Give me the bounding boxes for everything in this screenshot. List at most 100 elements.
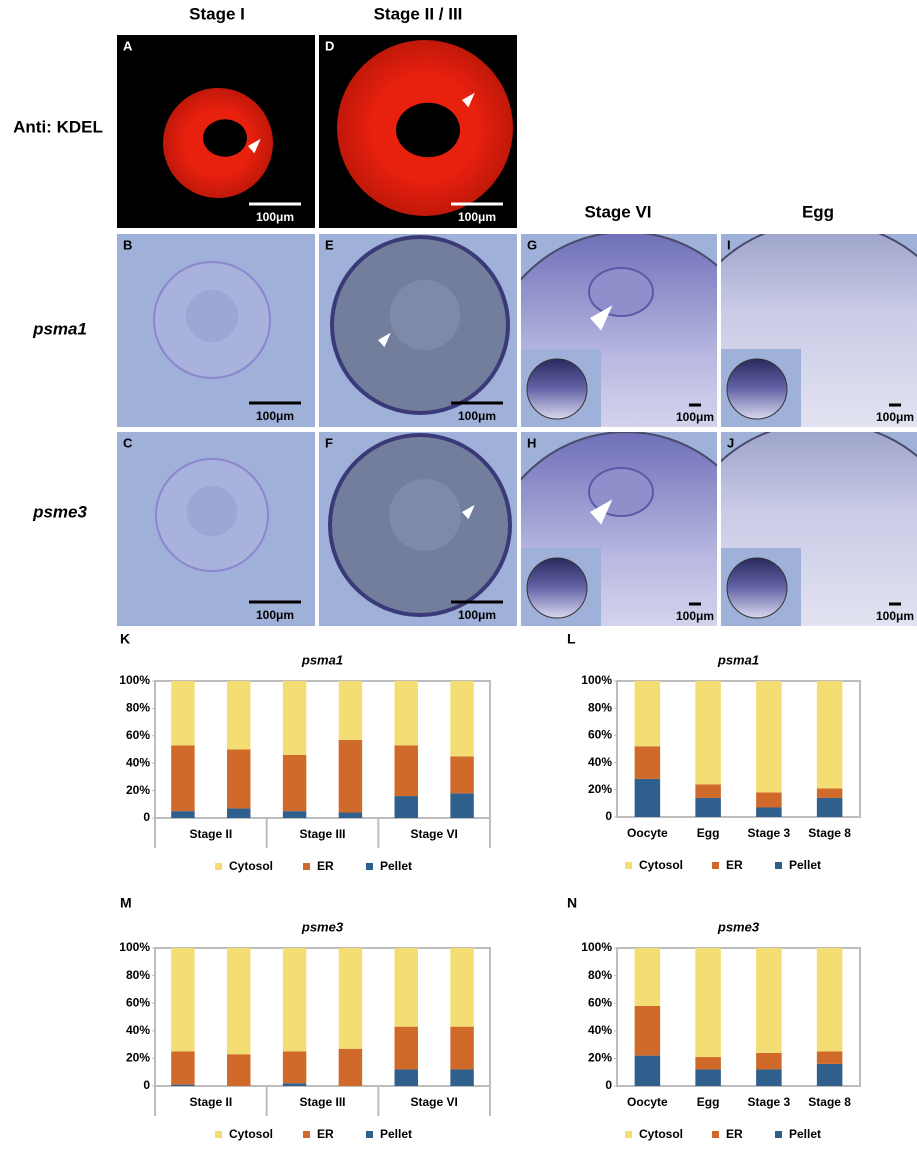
column-header: Stage II / III: [374, 4, 463, 23]
bar-segment: [756, 1052, 782, 1070]
plot-frame: [154, 947, 491, 1087]
bar-segment: [634, 746, 661, 779]
legend-swatch: [303, 863, 310, 870]
image-panel: [319, 432, 517, 626]
scale-label: 100μm: [256, 409, 294, 423]
scale-label: 100μm: [676, 410, 714, 424]
column-header: Egg: [802, 202, 834, 221]
bar-segment: [450, 756, 474, 794]
bar-segment: [171, 948, 195, 1052]
bar-segment: [171, 1084, 195, 1086]
bar-segment: [634, 1055, 661, 1086]
row-label: psma1: [32, 319, 87, 338]
bar-segment: [450, 1026, 474, 1070]
legend-label: Cytosol: [229, 859, 273, 873]
x-tick-label: Stage 8: [808, 826, 851, 840]
bar-segment: [816, 1051, 843, 1064]
chart-title: psme3: [717, 919, 760, 934]
panel-letter: D: [325, 38, 334, 53]
bar-segment: [816, 948, 843, 1052]
bar-segment: [756, 681, 782, 793]
y-tick-label: 20%: [126, 1051, 150, 1065]
legend-swatch: [215, 1131, 222, 1138]
y-tick-label: 0: [143, 1078, 150, 1092]
bar-segment: [338, 1048, 363, 1086]
bar-segment: [338, 739, 363, 813]
bar-segment: [282, 948, 307, 1052]
inset-embryo: [526, 557, 588, 619]
nucleus: [588, 267, 654, 317]
inset-embryo: [726, 358, 788, 420]
image-panel: [117, 234, 315, 427]
panel-letter: A: [123, 38, 133, 53]
legend-label: Cytosol: [639, 858, 683, 872]
legend-label: ER: [726, 858, 743, 872]
y-tick-label: 80%: [588, 968, 612, 982]
bar-segment: [338, 948, 363, 1049]
image-panel: [319, 35, 517, 228]
bar-segment: [171, 811, 195, 818]
bar-segment: [450, 681, 474, 757]
scale-label: 100μm: [458, 210, 496, 224]
bar-segment: [816, 797, 843, 817]
bar-segment: [171, 745, 195, 812]
legend-label: ER: [317, 859, 334, 873]
y-tick-label: 20%: [588, 782, 612, 796]
bar-segment: [394, 745, 418, 797]
bar-segment: [695, 681, 721, 785]
panel-letter: H: [527, 435, 536, 450]
y-tick-label: 60%: [126, 995, 150, 1009]
bar-segment: [756, 948, 782, 1053]
bar-segment: [756, 807, 782, 817]
inset-embryo: [526, 358, 588, 420]
image-panel: [721, 234, 917, 427]
y-tick-label: 20%: [126, 783, 150, 797]
bar-segment: [171, 681, 195, 746]
chart-title: psma1: [717, 652, 759, 667]
bar-segment: [695, 948, 721, 1058]
y-tick-label: 0: [605, 809, 612, 823]
bar-segment: [756, 792, 782, 808]
row-label: Anti: KDEL: [13, 117, 103, 136]
inset-embryo: [726, 557, 788, 619]
legend-swatch: [625, 1131, 632, 1138]
bar-segment: [171, 1051, 195, 1085]
chart-letter: L: [567, 631, 576, 647]
y-tick-label: 80%: [126, 701, 150, 715]
legend-label: Cytosol: [639, 1127, 683, 1141]
y-tick-label: 80%: [588, 700, 612, 714]
bar-segment: [816, 681, 843, 789]
y-tick-label: 40%: [126, 755, 150, 769]
legend-label: ER: [726, 1127, 743, 1141]
image-panel: [319, 234, 517, 427]
chart-title: psme3: [301, 919, 344, 934]
scale-label: 100μm: [876, 609, 914, 623]
legend-swatch: [712, 1131, 719, 1138]
legend-swatch: [775, 862, 782, 869]
legend-swatch: [775, 1131, 782, 1138]
image-panel: [521, 432, 717, 626]
scale-label: 100μm: [256, 210, 294, 224]
x-group-label: Stage III: [299, 827, 345, 841]
chart-letter: M: [120, 895, 132, 911]
legend-label: ER: [317, 1127, 334, 1141]
y-tick-label: 100%: [581, 940, 612, 954]
panel-letter: J: [727, 435, 734, 450]
y-tick-label: 100%: [119, 940, 150, 954]
arrowhead: [462, 92, 475, 108]
column-header: Stage VI: [584, 202, 651, 221]
bar-segment: [227, 681, 251, 750]
legend-swatch: [712, 862, 719, 869]
nucleus: [389, 479, 461, 551]
x-tick-label: Egg: [697, 826, 720, 840]
legend-label: Cytosol: [229, 1127, 273, 1141]
x-tick-label: Egg: [697, 1095, 720, 1109]
scale-label: 100μm: [256, 608, 294, 622]
nucleus: [185, 289, 239, 343]
x-tick-label: Oocyte: [627, 826, 668, 840]
bar-segment: [634, 778, 661, 817]
bar-segment: [816, 1063, 843, 1086]
y-tick-label: 40%: [588, 1023, 612, 1037]
x-group-label: Stage VI: [410, 827, 457, 841]
bar-segment: [394, 1026, 418, 1070]
